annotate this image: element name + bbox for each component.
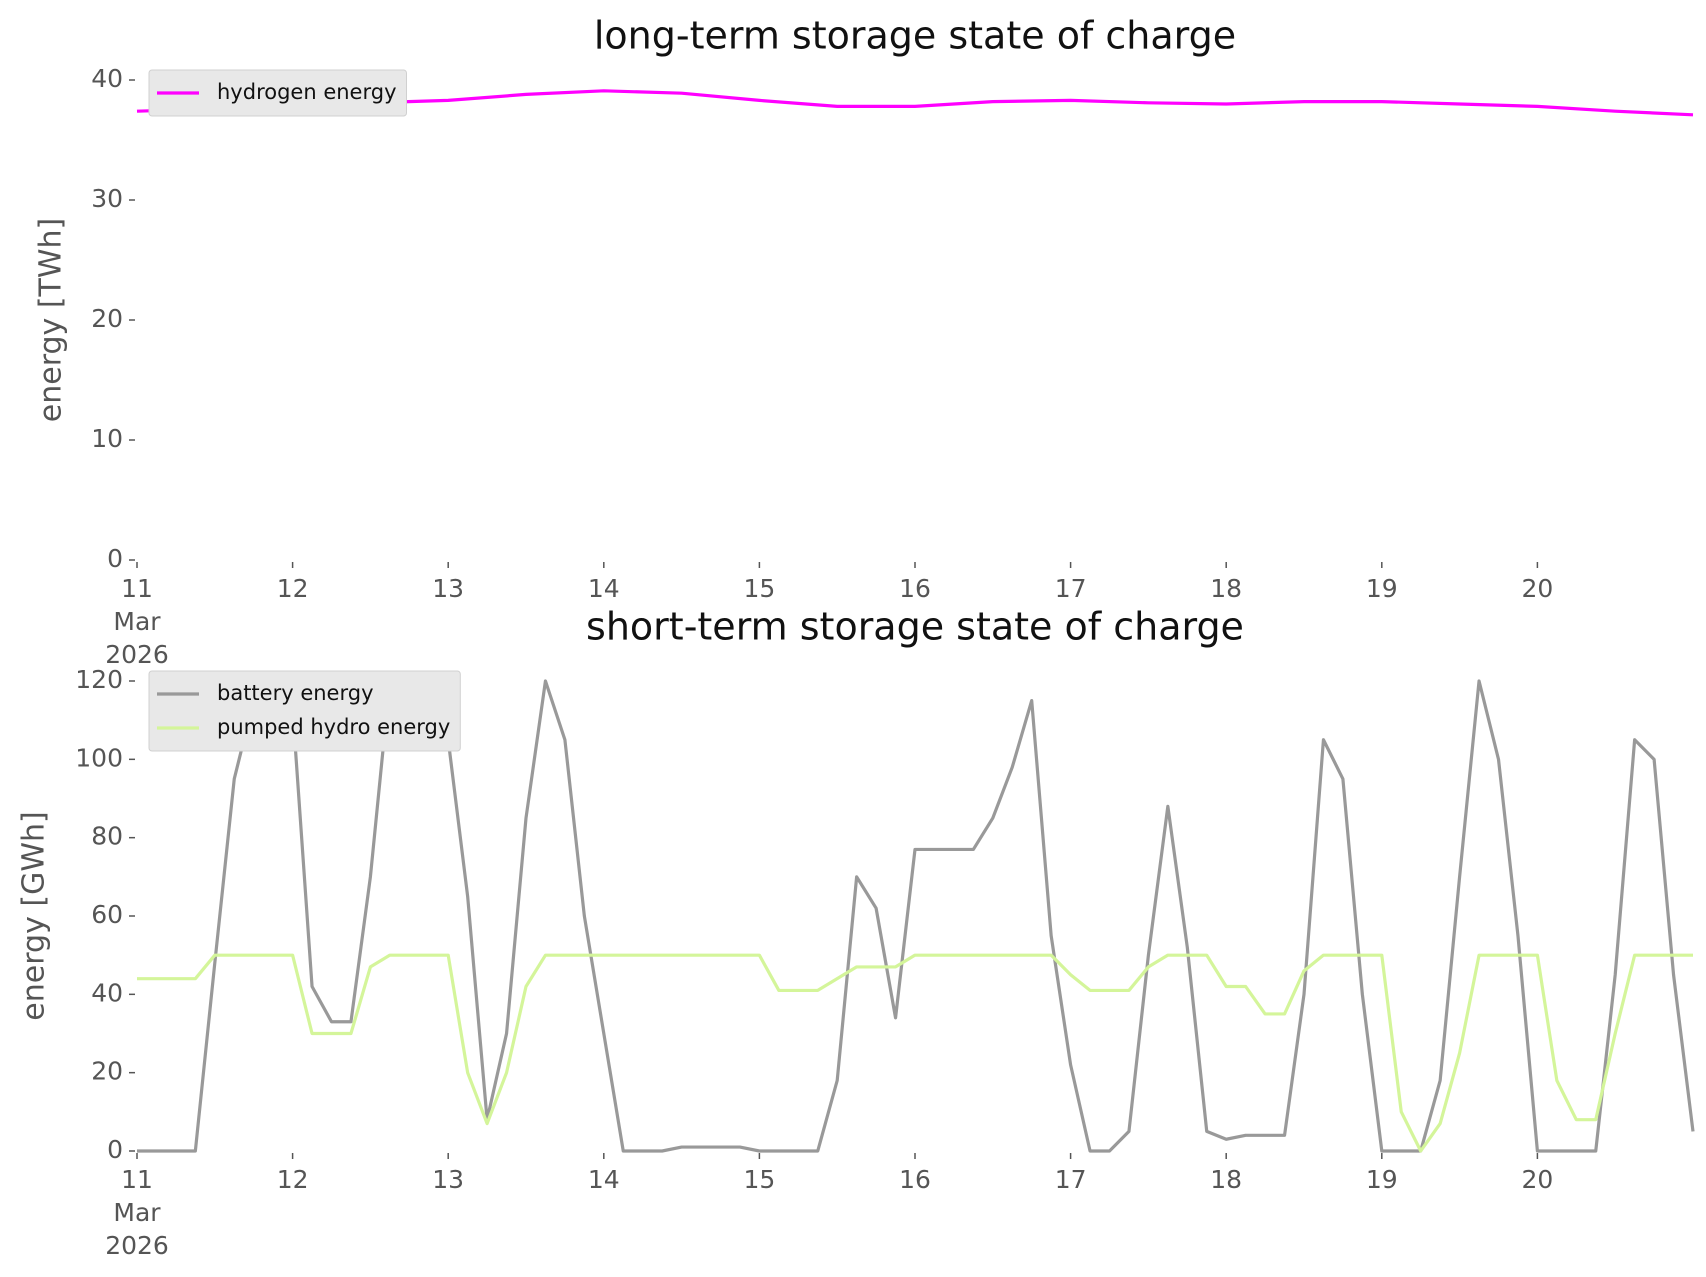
legend-label: pumped hydro energy <box>217 715 450 739</box>
x-tick-label: 11 Mar 2026 <box>105 574 169 669</box>
x-tick-label: 19 <box>1366 574 1398 603</box>
legend-label: battery energy <box>217 681 374 705</box>
x-tick-label: 15 <box>743 1165 775 1194</box>
x-tick-label: 18 <box>1210 1165 1242 1194</box>
y-axis-label: energy [GWh] <box>17 811 52 1020</box>
y-tick-label: 100 <box>75 743 123 772</box>
x-tick-label: 12 <box>277 1165 309 1194</box>
y-tick-label: 20 <box>91 304 123 333</box>
x-tick-label: 13 <box>432 574 464 603</box>
x-tick-label: 14 <box>588 574 620 603</box>
y-tick-label: 40 <box>91 64 123 93</box>
y-tick-label: 60 <box>91 900 123 929</box>
x-tick-label: 14 <box>588 1165 620 1194</box>
chart-title: short-term storage state of charge <box>586 605 1244 649</box>
y-tick-label: 80 <box>91 822 123 851</box>
x-tick-label: 19 <box>1366 1165 1398 1194</box>
y-tick-label: 0 <box>107 544 123 573</box>
y-tick-label: 10 <box>91 424 123 453</box>
x-tick-label: 17 <box>1055 574 1087 603</box>
legend: hydrogen energy <box>148 69 407 117</box>
x-tick-label: 20 <box>1521 1165 1553 1194</box>
y-tick-label: 120 <box>75 665 123 694</box>
y-tick-label: 20 <box>91 1057 123 1086</box>
legend-box <box>148 69 407 117</box>
x-tick-label: 17 <box>1055 1165 1087 1194</box>
x-tick-label: 15 <box>743 574 775 603</box>
x-tick-label: 16 <box>899 574 931 603</box>
y-tick-label: 40 <box>91 978 123 1007</box>
x-tick-label: 12 <box>277 574 309 603</box>
y-tick-label: 0 <box>107 1135 123 1164</box>
legend: battery energy pumped hydro energy <box>148 670 461 752</box>
x-tick-label: 11 Mar 2026 <box>105 1165 169 1260</box>
chart-title: long-term storage state of charge <box>594 14 1236 58</box>
legend-box <box>148 670 461 752</box>
x-tick-label: 20 <box>1521 574 1553 603</box>
x-tick-label: 13 <box>432 1165 464 1194</box>
y-axis-label: energy [TWh] <box>34 218 69 422</box>
x-tick-label: 16 <box>899 1165 931 1194</box>
legend-label: hydrogen energy <box>217 80 397 104</box>
series-line <box>137 953 1693 1153</box>
x-tick-label: 18 <box>1210 574 1242 603</box>
y-tick-label: 30 <box>91 184 123 213</box>
